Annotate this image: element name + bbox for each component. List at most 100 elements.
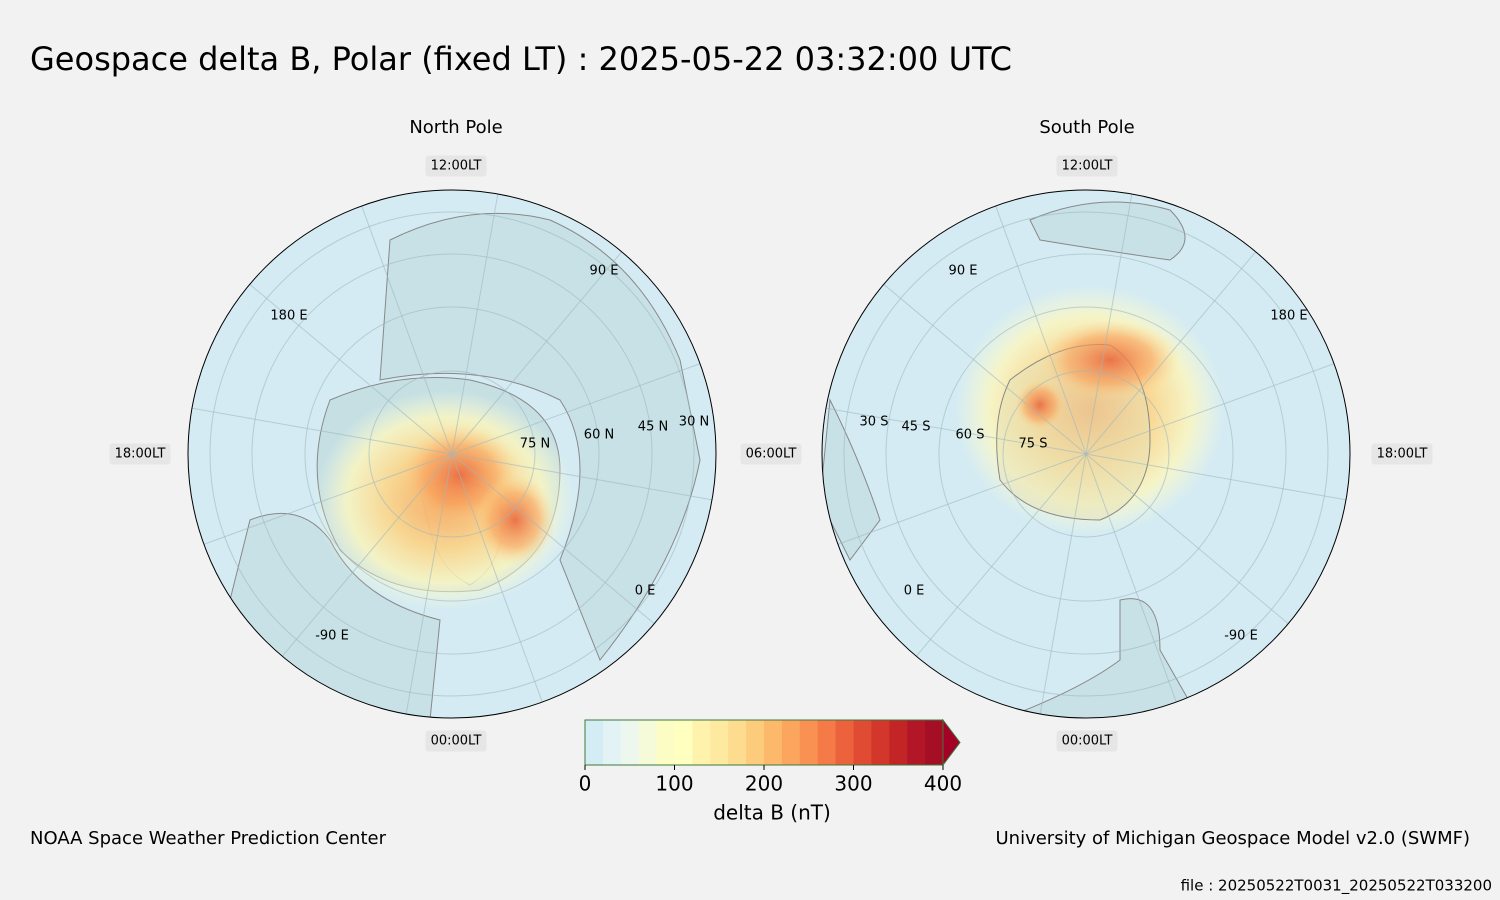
colorbar-swatch — [907, 720, 926, 765]
map-labels: North Pole 12:00LT 18:00LT 06:00LT 00:00LT 90… — [109, 117, 1433, 752]
graticule-meridian — [832, 453, 1087, 547]
graticule-meridian — [278, 453, 453, 662]
colorbar-swatch — [817, 720, 837, 765]
lat-label: 45 N — [638, 420, 668, 435]
colorbar-swatch — [764, 720, 783, 765]
colorbar-swatch — [889, 720, 908, 765]
lt-label: 18:00LT — [1377, 447, 1428, 462]
colorbar-swatch — [602, 720, 622, 765]
lt-label: 06:00LT — [746, 447, 797, 462]
graticule-meridian — [451, 190, 500, 455]
lon-label: 180 E — [270, 309, 307, 324]
graticule-meridian — [1085, 190, 1134, 455]
colorbar-swatch — [781, 720, 801, 765]
lt-label-box — [1056, 730, 1118, 752]
lt-label-box — [425, 155, 487, 177]
graticule-meridian — [993, 200, 1087, 455]
graticule-meridian — [1085, 453, 1350, 502]
lt-label: 12:00LT — [431, 159, 482, 174]
graticule-ring — [251, 253, 653, 655]
colorbar-tick-label: 0 — [579, 772, 592, 796]
lat-label: 30 S — [860, 415, 889, 430]
lt-label-box — [740, 443, 802, 465]
graticule-meridian — [359, 200, 453, 455]
graticule-meridian — [1085, 453, 1179, 708]
graticule-ring — [1002, 370, 1170, 538]
colorbar-tick-label: 200 — [745, 772, 783, 796]
lat-label: 75 S — [1019, 437, 1048, 452]
lon-label: -90 E — [1224, 629, 1258, 644]
lt-label: 18:00LT — [115, 447, 166, 462]
lon-label: -90 E — [315, 629, 349, 644]
graticule-meridian — [451, 453, 716, 502]
graticule-meridian — [1085, 246, 1260, 455]
graticule-meridian — [822, 406, 1087, 455]
graticule-meridian — [878, 280, 1087, 455]
graticule-meridian — [404, 453, 453, 718]
south-map — [822, 190, 1350, 718]
colorbar-tick-label: 100 — [655, 772, 693, 796]
graticule-ring — [885, 253, 1287, 655]
lon-label: 90 E — [590, 264, 619, 279]
colorbar-swatch — [620, 720, 640, 765]
title: Geospace delta B, Polar (fixed LT) : 202… — [30, 40, 1012, 78]
lat-label: 30 N — [679, 415, 709, 430]
graticule-meridian — [188, 406, 453, 455]
lon-label: 0 E — [904, 584, 925, 599]
graticule-meridian — [451, 361, 706, 455]
lt-label: 12:00LT — [1062, 159, 1113, 174]
colorbar-swatch — [835, 720, 854, 765]
north-map — [188, 190, 716, 718]
lt-label: 00:00LT — [1062, 734, 1113, 749]
colorbar-swatch — [728, 720, 747, 765]
colorbar-swatch — [871, 720, 890, 765]
lat-label: 75 N — [520, 437, 550, 452]
colorbar-swatch — [710, 720, 729, 765]
lat-label: 60 N — [584, 428, 614, 443]
colorbar-swatch — [692, 720, 711, 765]
south-rim — [821, 189, 1351, 719]
lon-label: 0 E — [635, 584, 656, 599]
colorbar-tick-label: 400 — [924, 772, 962, 796]
colorbar-swatch — [638, 720, 658, 765]
colorbar-swatch — [853, 720, 872, 765]
colorbar-swatch — [585, 720, 604, 765]
colorbar-swatch — [925, 720, 944, 765]
graticule-meridian — [451, 246, 626, 455]
graticule-ring — [938, 306, 1234, 602]
lon-label: 180 E — [1270, 309, 1307, 324]
graticule-meridian — [1085, 361, 1340, 455]
graticule-meridian — [451, 453, 660, 628]
lt-label-box — [1371, 443, 1433, 465]
lt-label: 00:00LT — [431, 734, 482, 749]
panel-title: South Pole — [1039, 117, 1134, 138]
graticule-ring — [209, 211, 695, 697]
graticule-ring — [304, 306, 600, 602]
graticule-ring — [368, 370, 536, 538]
lt-label-box — [1056, 155, 1118, 177]
lt-label-box — [109, 443, 171, 465]
lat-label: 60 S — [956, 428, 985, 443]
colorbar-swatch — [656, 720, 675, 765]
colorbar-label: delta B (nT) — [713, 801, 831, 825]
colorbar: 0 100 200 300 400 — [579, 718, 962, 796]
colorbar-swatch — [746, 720, 765, 765]
colorbar-swatch — [674, 720, 693, 765]
lt-label-box — [425, 730, 487, 752]
footer-right: University of Michigan Geospace Model v2… — [996, 828, 1471, 849]
graticule-meridian — [451, 453, 545, 708]
colorbar-swatch — [799, 720, 819, 765]
panel-title: North Pole — [409, 117, 502, 138]
graticule-meridian — [198, 453, 453, 547]
footer-left: NOAA Space Weather Prediction Center — [30, 828, 387, 849]
graticule-meridian — [1038, 453, 1087, 718]
lat-label: 45 S — [902, 420, 931, 435]
graticule-meridian — [244, 280, 453, 455]
graticule-meridian — [912, 453, 1087, 662]
north-rim — [187, 189, 717, 719]
graticule-ring — [843, 211, 1329, 697]
graticule-meridian — [1085, 453, 1294, 628]
lon-label: 90 E — [949, 264, 978, 279]
